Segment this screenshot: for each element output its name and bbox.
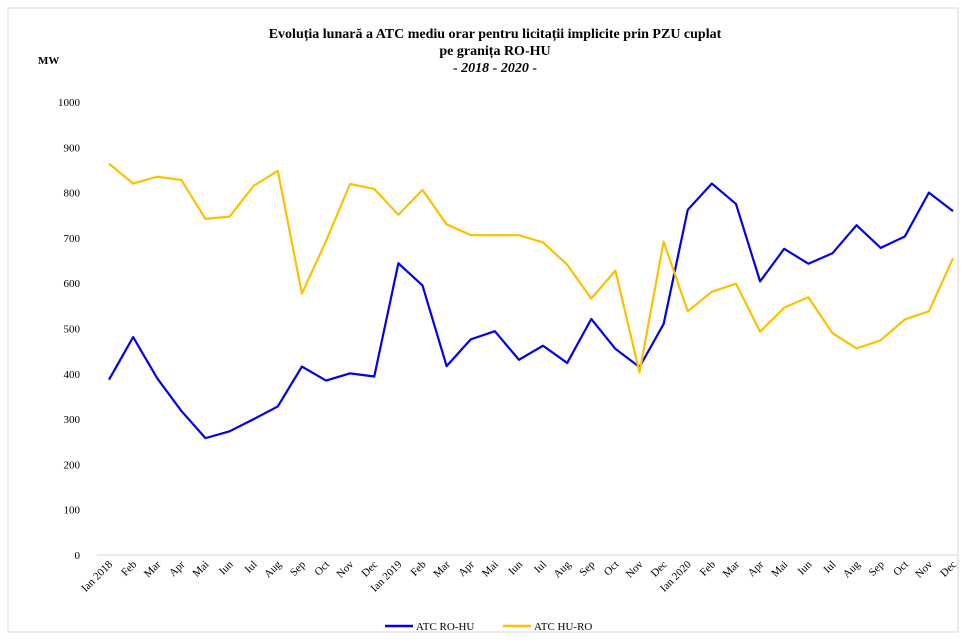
y-tick-label: 1000 bbox=[58, 97, 81, 109]
legend-label: ATC HU-RO bbox=[534, 621, 592, 633]
y-tick-label: 200 bbox=[64, 459, 81, 471]
y-tick-label: 800 bbox=[64, 188, 81, 200]
y-tick-label: 100 bbox=[64, 505, 81, 517]
y-axis-label: MW bbox=[38, 55, 59, 67]
chart-subtitle: - 2018 - 2020 - bbox=[453, 61, 537, 76]
y-tick-label: 600 bbox=[64, 278, 81, 290]
chart-title: Evoluția lunară a ATC mediu orar pentru … bbox=[269, 27, 722, 42]
series-line bbox=[108, 182, 954, 440]
y-tick-label: 0 bbox=[75, 550, 81, 562]
chart-border bbox=[7, 7, 959, 633]
y-tick-label: 300 bbox=[64, 414, 81, 426]
y-tick-label: 500 bbox=[64, 324, 81, 336]
chart-title: pe granița RO-HU bbox=[439, 44, 550, 59]
series-line bbox=[108, 162, 955, 374]
y-tick-label: 900 bbox=[64, 142, 81, 154]
legend-label: ATC RO-HU bbox=[416, 621, 474, 633]
y-tick-label: 700 bbox=[64, 233, 81, 245]
y-tick-label: 400 bbox=[64, 369, 81, 381]
